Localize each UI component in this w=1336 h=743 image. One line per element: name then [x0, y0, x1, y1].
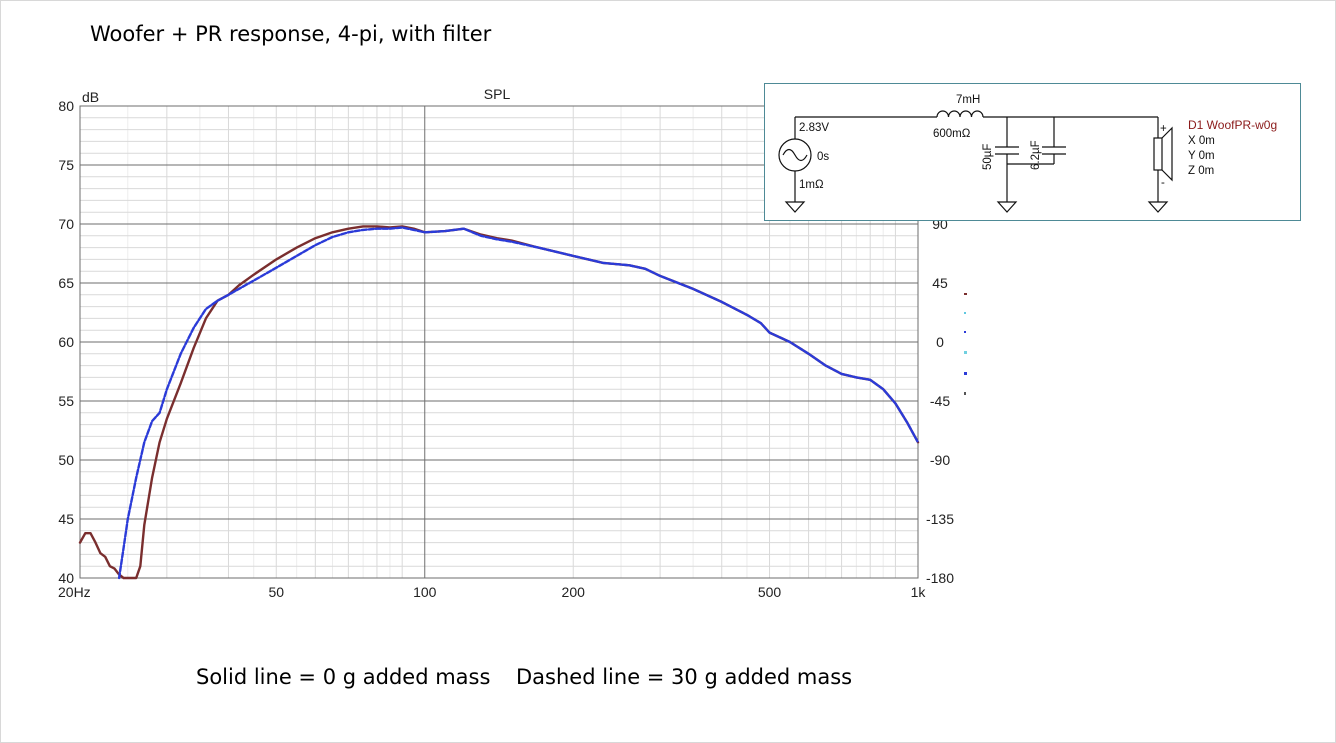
- legend-mark: [964, 372, 967, 375]
- y-tick-label: 80: [58, 98, 74, 114]
- series-line-solid: [78, 225, 920, 580]
- y2-tick-label: -45: [930, 393, 950, 409]
- chart-title: SPL: [484, 86, 511, 102]
- driver-plus-mark: +: [1160, 123, 1167, 135]
- x-tick-label: 100: [413, 584, 437, 600]
- series-layer: [78, 225, 920, 580]
- x-tick-label: 500: [758, 584, 782, 600]
- y2-tick-label: 0: [936, 334, 944, 350]
- y-tick-label: 40: [58, 570, 74, 586]
- x-tick-label: 50: [268, 584, 284, 600]
- legend-mark: [964, 293, 967, 295]
- ground-icon: [1147, 201, 1169, 213]
- legend-mark: [964, 392, 966, 395]
- y2-tick-label: -90: [930, 452, 950, 468]
- legend-mark: [964, 331, 966, 333]
- y-tick-label: 70: [58, 216, 74, 232]
- cap1-value-label: 50µF: [982, 144, 994, 170]
- caption-solid-line: Solid line = 0 g added mass: [196, 665, 491, 689]
- y2-tick-label: 45: [932, 275, 948, 291]
- y-axis-label: dB: [82, 89, 99, 105]
- inductor-icon: [936, 110, 984, 118]
- source-delay-label: 0s: [817, 151, 829, 163]
- inductor-value-label: 7mH: [956, 94, 980, 106]
- x-tick-label: 20Hz: [58, 584, 91, 600]
- driver-y-label: Y 0m: [1188, 150, 1215, 162]
- source-voltage-label: 2.83V: [799, 122, 829, 134]
- series-line-dashed: [117, 226, 920, 580]
- plot-frame: [79, 105, 919, 579]
- y2-tick-label: -180: [926, 570, 954, 586]
- x-tick-labels: 20Hz 50 100 200 500 1k: [58, 584, 926, 600]
- legend-marks: [964, 293, 967, 395]
- driver-x-label: X 0m: [1188, 135, 1215, 147]
- y-tick-label: 55: [58, 393, 74, 409]
- legend-mark: [964, 351, 967, 354]
- y-tick-label: 65: [58, 275, 74, 291]
- ground-icon: [784, 201, 806, 213]
- cap2-value-label: 6.2µF: [1030, 140, 1042, 170]
- y-tick-labels: 40 45 50 55 60 65 70 75 80: [58, 98, 74, 586]
- legend-mark: [964, 312, 966, 314]
- driver-minus-mark: -: [1161, 177, 1165, 189]
- driver-name-label: D1 WoofPR-w0g: [1188, 118, 1277, 132]
- crossover-schematic: 2.83V 0s 1mΩ 7mH 600mΩ 50µF 6.2µF + - D1…: [764, 83, 1301, 221]
- inductor-resistance-label: 600mΩ: [933, 128, 971, 140]
- driver-z-label: Z 0m: [1188, 165, 1214, 177]
- x-tick-label: 200: [562, 584, 586, 600]
- y-tick-label: 75: [58, 157, 74, 173]
- ground-icon: [996, 201, 1018, 213]
- y2-tick-label: -135: [926, 511, 954, 527]
- speaker-driver-icon: [1153, 137, 1163, 171]
- y-tick-label: 60: [58, 334, 74, 350]
- x-tick-label: 1k: [911, 584, 927, 600]
- caption-dashed-line: Dashed line = 30 g added mass: [516, 665, 853, 689]
- slide-title: Woofer + PR response, 4-pi, with filter: [90, 22, 492, 46]
- source-resistance-label: 1mΩ: [799, 179, 824, 191]
- y-tick-label: 50: [58, 452, 74, 468]
- y-tick-label: 45: [58, 511, 74, 527]
